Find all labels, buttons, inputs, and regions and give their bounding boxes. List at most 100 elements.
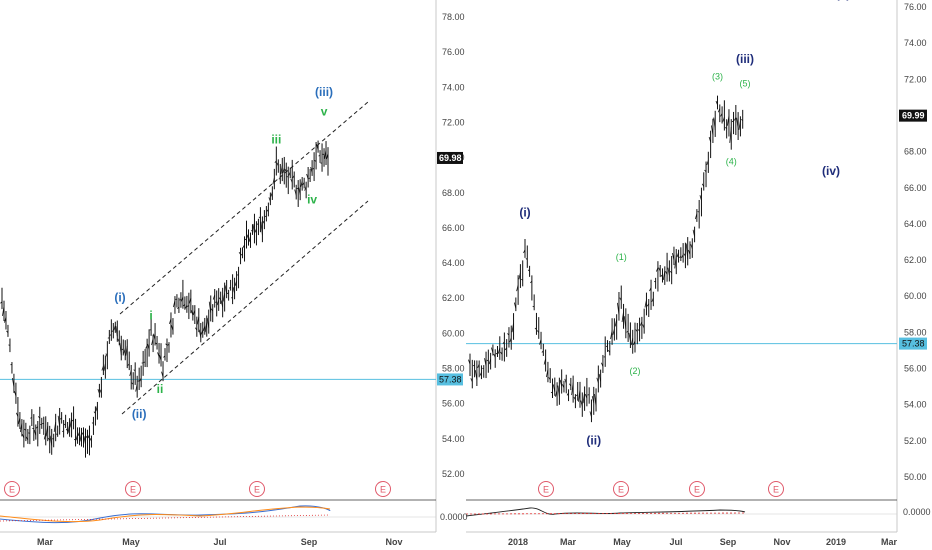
price-bar-open <box>564 378 567 384</box>
price-bar-open <box>676 252 679 258</box>
price-bar-open <box>252 223 255 234</box>
price-bar-open <box>226 292 229 294</box>
price-bar-open <box>200 330 204 335</box>
price-bar-open <box>208 301 212 313</box>
earnings-marker[interactable]: E <box>613 481 629 497</box>
price-bar-open <box>71 419 74 422</box>
y-tick-label: 68.00 <box>904 147 927 157</box>
price-bar-open <box>131 382 134 385</box>
price-bar-open <box>190 310 194 316</box>
svg-text:E: E <box>618 485 624 495</box>
price-bar-open <box>196 316 200 325</box>
y-tick-label: 58.00 <box>904 327 927 337</box>
x-tick-label: Mar <box>881 537 898 547</box>
price-bar-open <box>539 339 542 345</box>
price-bar-open <box>155 342 158 345</box>
price-bar-open <box>314 160 317 162</box>
price-bar-open <box>651 298 654 302</box>
wave-label: iv <box>307 192 317 206</box>
price-bar-open <box>202 326 206 332</box>
price-bar-open <box>147 343 150 350</box>
price-bar-open <box>2 306 5 317</box>
price-bar-open <box>274 160 277 163</box>
price-bar-open <box>107 337 110 339</box>
x-tick-label: Nov <box>773 537 790 547</box>
price-bar-open <box>488 359 492 365</box>
price-bar-open <box>546 369 549 378</box>
price-bar-open <box>699 195 702 201</box>
price-bar-open <box>548 377 551 380</box>
earnings-marker[interactable]: E <box>4 481 20 497</box>
right-y-ticks: 76.0074.0072.0070.0068.0066.0064.0062.00… <box>904 2 927 482</box>
price-bar-open <box>93 411 96 414</box>
price-bar-open <box>674 255 677 269</box>
x-tick-label: Jul <box>213 537 226 547</box>
price-bar-open <box>656 267 659 272</box>
price-bar-open <box>300 181 303 187</box>
price-bar-open <box>206 317 210 328</box>
price-bar-open <box>729 127 732 143</box>
price-bar-open <box>584 393 588 399</box>
earnings-marker[interactable]: E <box>375 481 391 497</box>
price-bar-open <box>69 418 72 428</box>
y-tick-label: 58.00 <box>442 364 465 374</box>
price-bar-open <box>187 305 190 307</box>
price-bar-open <box>662 271 666 280</box>
price-bar-open <box>306 173 309 180</box>
price-bar-open <box>683 253 686 257</box>
price-bar-open <box>33 429 37 436</box>
price-bar-open <box>614 319 618 327</box>
right-oscillator-label: 0.0000 <box>903 507 931 517</box>
price-bar-open <box>57 415 61 427</box>
wave-label: (5) <box>740 79 751 89</box>
left-hline-flag <box>437 373 463 386</box>
price-bar-open <box>578 388 581 402</box>
left-price-bars <box>0 140 329 458</box>
price-bar-open <box>520 278 523 281</box>
y-tick-label: 66.00 <box>442 223 465 233</box>
price-bar-open <box>248 236 251 243</box>
price-bar-open <box>42 422 44 425</box>
price-bar-open <box>679 256 682 258</box>
earnings-marker[interactable]: E <box>125 481 141 497</box>
y-tick-label: 54.00 <box>904 400 927 410</box>
price-bar-open <box>720 113 723 117</box>
price-bar-open <box>204 322 208 333</box>
price-bar-open <box>89 437 92 442</box>
svg-text:E: E <box>543 485 549 495</box>
y-tick-label: 76.00 <box>442 47 465 57</box>
price-bar-open <box>228 286 231 289</box>
price-bar-open <box>125 345 128 356</box>
price-bar-open <box>724 127 727 129</box>
earnings-marker[interactable]: E <box>689 481 705 497</box>
price-bar-open <box>254 228 257 233</box>
price-bar-open <box>181 296 184 302</box>
price-bar-open <box>477 363 480 368</box>
price-bar-open <box>316 144 319 150</box>
earnings-marker[interactable]: E <box>249 481 265 497</box>
left-oscillator-label: 0.0000 <box>440 512 468 522</box>
price-bar-open <box>484 358 487 367</box>
price-bar-open <box>497 347 501 354</box>
price-bar-open <box>491 347 494 354</box>
price-bar-open <box>169 318 172 325</box>
price-bar-open <box>646 303 650 307</box>
price-bar-open <box>591 396 595 404</box>
price-bar-open <box>644 299 647 308</box>
price-bar-open <box>85 435 88 438</box>
price-bar-open <box>95 405 98 412</box>
price-bar-open <box>633 340 636 346</box>
price-bar-open <box>139 377 142 382</box>
earnings-marker[interactable]: E <box>538 481 554 497</box>
price-bar-open <box>626 330 629 333</box>
price-bar-open <box>262 220 265 224</box>
x-tick-label: Nov <box>385 537 402 547</box>
right-hline-flag <box>899 337 927 350</box>
right-wave-labels: (i) (ii) (1) (2) (3) (4) (5) (iii) (iv) (v) <box>519 0 850 447</box>
price-bar-open <box>79 432 82 442</box>
price-bar-open <box>493 353 496 358</box>
earnings-marker[interactable]: E <box>768 481 784 497</box>
price-bar-open <box>47 437 51 441</box>
